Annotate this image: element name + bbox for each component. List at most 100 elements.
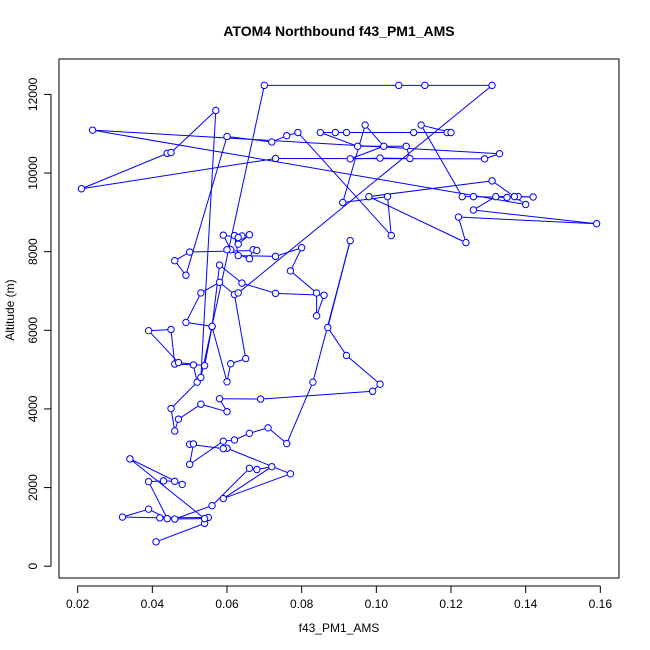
data-point <box>219 494 227 503</box>
data-point <box>126 455 134 463</box>
y-tick-label: 2000 <box>26 474 40 501</box>
series-segment <box>238 255 276 257</box>
data-point <box>353 142 362 150</box>
data-point <box>185 248 194 256</box>
series-segment <box>237 84 493 294</box>
data-point <box>492 192 500 201</box>
data-point <box>376 380 384 388</box>
data-point <box>383 192 392 201</box>
series-segment <box>233 294 247 359</box>
data-point <box>215 278 224 287</box>
data-point <box>223 407 231 416</box>
data-point <box>312 312 321 320</box>
data-point <box>365 192 373 201</box>
data-point <box>294 128 302 137</box>
series-segment <box>350 145 384 160</box>
series-segment <box>122 516 160 519</box>
y-axis: 0 2000 4000 6000 8000 10000 12000 <box>26 77 52 570</box>
series-segment <box>174 505 213 520</box>
series-layer <box>77 81 601 546</box>
data-point <box>189 361 198 369</box>
data-point <box>230 436 239 444</box>
series-segment <box>170 329 176 365</box>
data-point <box>264 424 272 432</box>
series-segment <box>189 440 224 465</box>
data-point <box>312 289 321 297</box>
data-point <box>521 200 530 209</box>
series-segment <box>211 326 228 382</box>
y-tick-label: 6000 <box>26 317 40 344</box>
data-point <box>376 154 384 162</box>
y-axis-label: Altitude (m) <box>3 279 17 340</box>
y-tick-label: 10000 <box>26 156 40 190</box>
data-point <box>182 271 190 279</box>
data-point <box>256 395 265 403</box>
series-segment <box>222 466 273 499</box>
data-point <box>339 198 347 207</box>
data-point <box>309 378 317 386</box>
data-point <box>223 132 231 141</box>
data-point <box>361 121 369 129</box>
series-segment <box>342 124 366 203</box>
data-point <box>462 238 470 247</box>
series-segment <box>170 381 198 409</box>
data-point <box>241 354 250 363</box>
series-segment <box>420 124 463 197</box>
data-point <box>197 373 205 382</box>
data-point <box>286 267 295 275</box>
x-tick-label: 0.08 <box>290 597 314 611</box>
data-point <box>208 501 216 510</box>
x-tick-label: 0.16 <box>589 597 613 611</box>
series-segment <box>286 381 314 444</box>
series-segment <box>320 132 358 147</box>
data-point <box>234 233 242 242</box>
series-segment <box>223 473 291 500</box>
series-segment <box>473 209 597 225</box>
data-point <box>380 142 388 150</box>
series-segment <box>387 196 392 236</box>
data-point <box>260 81 269 90</box>
data-point <box>253 465 261 474</box>
data-point <box>171 427 179 435</box>
data-point <box>342 351 351 360</box>
series-segment <box>122 508 149 518</box>
data-point <box>215 395 224 403</box>
series-segment <box>81 152 168 190</box>
data-point <box>346 155 354 163</box>
data-point <box>193 378 201 386</box>
data-point <box>316 128 325 137</box>
data-point <box>402 142 410 150</box>
data-point <box>395 81 403 90</box>
data-point <box>368 387 377 395</box>
series-segment <box>129 458 205 520</box>
x-axis-label: f43_PM1_AMS <box>299 621 380 635</box>
series-segment <box>457 216 467 243</box>
series-segment <box>178 403 202 420</box>
data-point <box>215 261 224 269</box>
data-point <box>387 231 395 240</box>
series-segment <box>92 129 500 155</box>
series-segment <box>200 85 265 378</box>
series-segment <box>368 196 467 244</box>
data-point <box>271 154 280 163</box>
data-point <box>268 463 276 471</box>
data-point <box>219 437 227 445</box>
data-point <box>245 255 254 263</box>
data-point <box>156 514 164 522</box>
data-point <box>144 477 153 486</box>
data-point <box>469 206 478 214</box>
data-point <box>208 322 216 331</box>
series-segment <box>148 330 179 363</box>
series-segment <box>148 329 172 332</box>
data-point <box>503 193 511 202</box>
data-point <box>592 220 601 228</box>
data-point <box>406 154 414 163</box>
data-point <box>223 245 231 254</box>
x-tick-label: 0.02 <box>66 597 90 611</box>
series-segment <box>290 270 317 294</box>
data-point <box>245 429 254 438</box>
data-point <box>458 192 466 201</box>
data-point <box>268 138 276 146</box>
x-tick-label: 0.12 <box>439 597 463 611</box>
data-point <box>163 514 171 523</box>
